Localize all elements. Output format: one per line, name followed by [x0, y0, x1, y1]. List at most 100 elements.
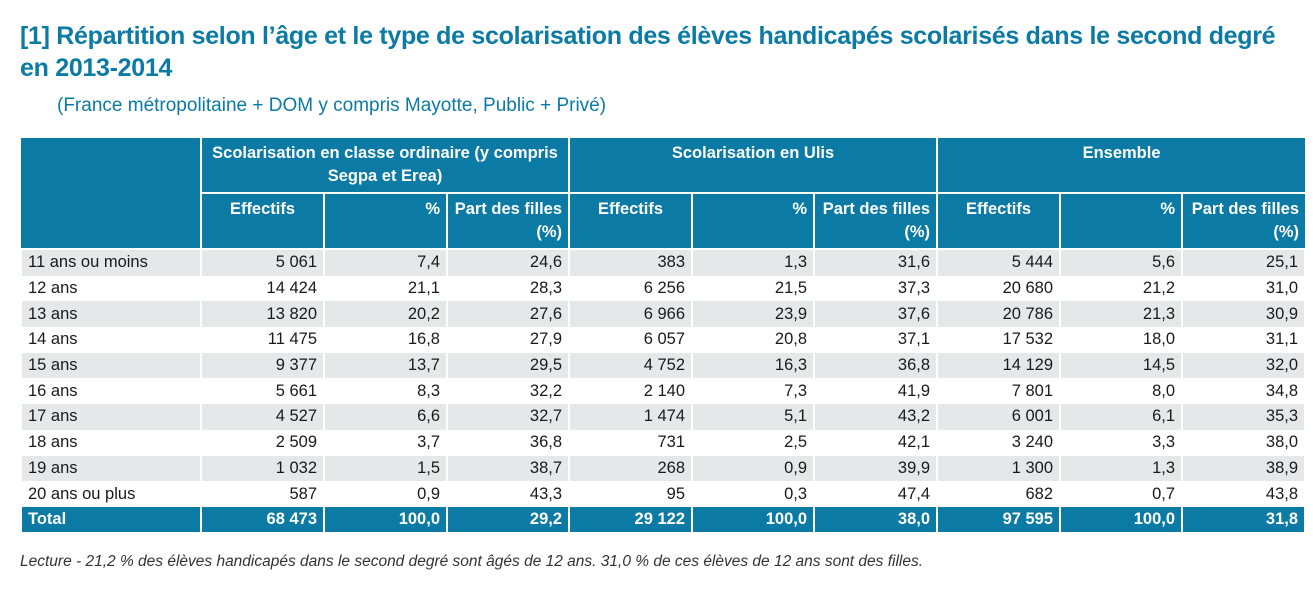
table-cell: 37,6 [813, 301, 939, 328]
table-cell: 2 509 [200, 429, 325, 456]
table-cell: 383 [568, 249, 694, 276]
table-cell: 4 527 [200, 404, 325, 430]
table-cell: 6,6 [323, 404, 448, 430]
table-cell: 31,8 [1181, 506, 1307, 532]
table-cell: 16,8 [323, 327, 448, 353]
table-cell: 14,5 [1059, 352, 1184, 379]
table-cell: 27,6 [445, 301, 571, 328]
table-cell: 32,7 [445, 404, 571, 430]
reading-note: Lecture - 21,2 % des élèves handicapés d… [20, 553, 924, 570]
table-cell: 5,1 [691, 404, 816, 430]
table-cell: 1 032 [200, 455, 325, 482]
table-cell: 6 966 [568, 301, 694, 328]
table-cell: 95 [568, 481, 694, 507]
table-cell: 6 057 [568, 327, 694, 353]
table-cell: 35,3 [1181, 404, 1307, 430]
table-cell: 1,3 [1059, 455, 1184, 482]
table-row: 11 ans ou moins 5 061 7,4 24,6 383 1,3 31,6 5 4… [20, 249, 1307, 276]
table-row: 12 ans 14 424 21,1 28,3 6 256 21,5 37,3 20 680 2… [20, 275, 1307, 302]
table-row: 14 ans 11 475 16,8 27,9 6 057 20,8 37,1 17 532 1… [20, 327, 1307, 353]
table-cell: 36,8 [813, 352, 939, 379]
table-cell: 37,1 [813, 327, 939, 353]
table-cell: 38,9 [1181, 455, 1307, 482]
table-cell: 100,0 [323, 506, 448, 532]
table-cell: 14 129 [936, 352, 1062, 379]
row-label: Total [20, 506, 202, 532]
table-row: 13 ans 13 820 20,2 27,6 6 966 23,9 37,6 20 786 2… [20, 301, 1307, 328]
table-cell: 11 475 [200, 327, 325, 353]
table-cell: 731 [568, 429, 694, 456]
table-cell: 6 256 [568, 275, 694, 302]
table-cell: 20 680 [936, 275, 1062, 302]
table-cell: 29,2 [445, 506, 571, 532]
table-cell: 5 444 [936, 249, 1062, 276]
table-cell: 17 532 [936, 327, 1062, 353]
table-cell: 5 661 [200, 378, 325, 405]
table-cell: 8,0 [1059, 378, 1184, 405]
row-label: 18 ans [20, 429, 202, 456]
table-cell: 21,3 [1059, 301, 1184, 328]
header-corner [21, 138, 202, 250]
table-cell: 43,2 [813, 404, 939, 430]
table-cell: 37,3 [813, 275, 939, 302]
table-cell: 100,0 [691, 506, 816, 532]
data-table: Scolarisation en classe ordinaire (y com… [20, 138, 1307, 532]
table-cell: 9 377 [200, 352, 325, 379]
table-cell: 6,1 [1059, 404, 1184, 430]
total-row: Total 68 473 100,0 29,2 29 122 100,0 38,0 97 59… [20, 506, 1307, 532]
table-row: 16 ans 5 661 8,3 32,2 2 140 7,3 41,9 7 801 8,0 34… [20, 378, 1307, 405]
table-cell: 3 240 [936, 429, 1062, 456]
col-header-filles: Part des filles (%) [1181, 193, 1306, 250]
row-label: 20 ans ou plus [20, 481, 202, 507]
table-cell: 36,8 [445, 429, 571, 456]
table-cell: 29,5 [445, 352, 571, 379]
table-cell: 28,3 [445, 275, 571, 302]
table-cell: 5 061 [200, 249, 325, 276]
table-cell: 30,9 [1181, 301, 1307, 328]
row-label: 16 ans [20, 378, 202, 405]
table-cell: 1 300 [936, 455, 1062, 482]
table-cell: 3,7 [323, 429, 448, 456]
table-cell: 100,0 [1059, 506, 1184, 532]
table-cell: 16,3 [691, 352, 816, 379]
table-cell: 587 [200, 481, 325, 507]
table-cell: 27,9 [445, 327, 571, 353]
table-cell: 6 001 [936, 404, 1062, 430]
table-cell: 3,3 [1059, 429, 1184, 456]
col-header-pct: % [1059, 193, 1184, 250]
table-cell: 31,0 [1181, 275, 1307, 302]
table-cell: 0,9 [323, 481, 448, 507]
page-subtitle: (France métropolitaine + DOM y compris M… [57, 95, 607, 116]
group-header-ulis: Scolarisation en Ulis [568, 138, 939, 194]
table-cell: 7,4 [323, 249, 448, 276]
table-cell: 21,1 [323, 275, 448, 302]
table-row: 15 ans 9 377 13,7 29,5 4 752 16,3 36,8 14 129 14… [20, 352, 1307, 379]
table-cell: 268 [568, 455, 694, 482]
table-cell: 47,4 [813, 481, 939, 507]
table-cell: 20,2 [323, 301, 448, 328]
col-header-pct: % [323, 193, 448, 250]
row-label: 15 ans [20, 352, 202, 379]
table-cell: 1,3 [691, 249, 816, 276]
table-cell: 0,9 [691, 455, 816, 482]
col-header-filles: Part des filles (%) [445, 193, 571, 250]
table-cell: 7,3 [691, 378, 816, 405]
page-title: [1] Répartition selon l’âge et le type d… [20, 22, 1276, 82]
table-row: 17 ans 4 527 6,6 32,7 1 474 5,1 43,2 6 001 6,1 35… [20, 404, 1307, 430]
table-cell: 13 820 [200, 301, 325, 328]
table-cell: 0,7 [1059, 481, 1184, 507]
table-cell: 21,5 [691, 275, 816, 302]
table-cell: 29 122 [568, 506, 694, 532]
table-cell: 38,0 [813, 506, 939, 532]
table-cell: 8,3 [323, 378, 448, 405]
row-label: 14 ans [20, 327, 202, 353]
table-cell: 4 752 [568, 352, 694, 379]
table-cell: 39,9 [813, 455, 939, 482]
col-header-filles: Part des filles (%) [813, 193, 939, 250]
col-header-effectifs: Effectifs [936, 193, 1062, 250]
table-cell: 23,9 [691, 301, 816, 328]
table-cell: 1,5 [323, 455, 448, 482]
row-label: 19 ans [20, 455, 202, 482]
table-body: 11 ans ou moins 5 061 7,4 24,6 383 1,3 31,6 5 4… [20, 249, 1307, 532]
table-cell: 21,2 [1059, 275, 1184, 302]
